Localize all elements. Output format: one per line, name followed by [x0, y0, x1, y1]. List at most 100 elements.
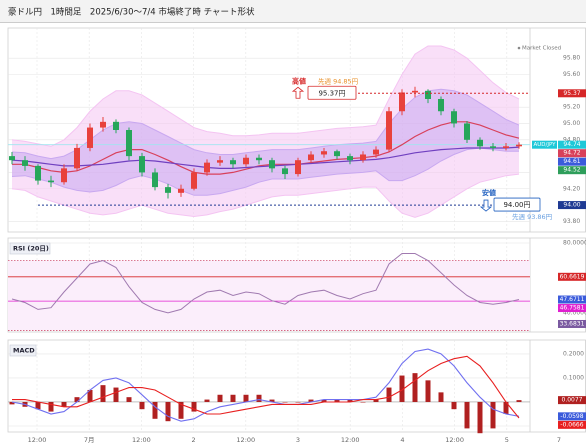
- candle-body: [22, 160, 28, 166]
- candle-body: [9, 156, 15, 161]
- axis-marker-label: -0.0598: [560, 413, 583, 420]
- histogram-bar: [100, 385, 106, 402]
- histogram-bar: [74, 397, 80, 402]
- high-box: [307, 85, 357, 100]
- high-arrow: [291, 86, 305, 99]
- x-tick-label: 3: [296, 436, 300, 444]
- histogram-bar: [165, 401, 171, 422]
- candle-body: [516, 144, 522, 147]
- histogram-bar: [425, 380, 431, 402]
- candle-body: [334, 151, 340, 157]
- moving-average: [11, 146, 520, 169]
- y-tick-label: 93.80: [563, 218, 580, 225]
- x-tick-label: 12:00: [341, 436, 360, 444]
- panel-title: RSI (20日): [13, 245, 49, 253]
- candle-body: [451, 111, 457, 124]
- axis-marker: [558, 396, 586, 405]
- high-label: 高値: [292, 76, 306, 85]
- low-price: 94.00円: [503, 201, 530, 209]
- histogram-bar: [464, 401, 470, 429]
- x-tick-label: 4: [400, 436, 404, 444]
- candle-body: [321, 151, 327, 155]
- histogram-bar: [269, 399, 275, 402]
- y-tick-label: 95.00: [563, 120, 580, 127]
- candle-body: [191, 172, 197, 189]
- x-tick-label: 12:00: [132, 436, 151, 444]
- x-tick-label: 12:00: [236, 436, 255, 444]
- candle-body: [217, 160, 223, 163]
- axis-marker-label: 47.6711: [560, 296, 585, 303]
- histogram-bar: [35, 401, 41, 410]
- histogram-bar: [152, 401, 158, 419]
- histogram-bar: [334, 399, 340, 402]
- candle-body: [139, 156, 145, 173]
- candle-body: [152, 172, 158, 188]
- histogram-bar: [204, 399, 210, 402]
- histogram-bar: [477, 401, 483, 434]
- axis-marker: [558, 319, 586, 328]
- candle-body: [425, 90, 431, 99]
- candle-body: [477, 139, 483, 147]
- symbol-tag: [532, 140, 557, 149]
- candle-body: [360, 154, 366, 161]
- candle-body: [399, 92, 405, 112]
- histogram-bar: [503, 401, 509, 414]
- axis-marker-label: -0.0666: [560, 421, 583, 428]
- axis-marker: [558, 412, 586, 421]
- axis-marker: [558, 149, 586, 158]
- band-lower: [11, 173, 520, 218]
- axis-marker-label: 94.52: [563, 167, 580, 174]
- candle-body: [113, 121, 119, 130]
- low-arrow: [479, 199, 493, 212]
- axis-marker: [558, 166, 586, 175]
- panel-title-box: [9, 242, 51, 255]
- x-tick-label: 7月: [84, 436, 95, 444]
- status: Market Closed: [522, 46, 561, 52]
- axis-marker: [558, 201, 586, 210]
- panel-title-box: [9, 344, 37, 357]
- y-tick-label: 95.60: [563, 71, 580, 78]
- candle-body: [386, 111, 392, 150]
- histogram-bar: [139, 401, 145, 410]
- histogram-bar: [230, 394, 236, 402]
- histogram-bar: [321, 399, 327, 402]
- candle-body: [269, 160, 275, 169]
- histogram-bar: [386, 387, 392, 402]
- y-tick-label: 94.20: [563, 185, 580, 192]
- candle-body: [165, 187, 171, 193]
- axis-marker-label: 46.7581: [560, 305, 585, 312]
- histogram-bar: [126, 397, 132, 402]
- histogram-bar: [516, 400, 522, 402]
- low-box: [493, 197, 541, 212]
- histogram-bar: [217, 394, 223, 402]
- candle-body: [87, 127, 93, 148]
- candle-body: [503, 146, 509, 148]
- candle-body: [61, 168, 67, 183]
- candle-body: [48, 180, 54, 183]
- candle-body: [100, 121, 106, 128]
- histogram-bar: [48, 401, 54, 412]
- axis-marker-label: 0.0077: [562, 397, 583, 404]
- y-tick-label: 0.1000: [563, 374, 584, 381]
- y-tick-label: 40.0000: [563, 309, 586, 316]
- histogram-bar: [282, 401, 288, 403]
- x-tick-label: 2: [192, 436, 196, 444]
- histogram-bar: [438, 392, 444, 402]
- histogram-bar: [308, 399, 314, 402]
- candle-body: [347, 156, 353, 161]
- candle-body: [412, 90, 418, 93]
- histogram-bar: [347, 399, 353, 402]
- low-previous: 先週 93.86円: [512, 212, 552, 221]
- axis-marker: [558, 140, 586, 149]
- macd-line: [11, 348, 520, 422]
- high-price: 95.37円: [318, 89, 345, 97]
- axis-marker-label: 95.37: [563, 90, 580, 97]
- axis-marker-label: 94.61: [563, 158, 580, 165]
- y-tick-label: 0.2000: [563, 350, 584, 357]
- candle-body: [295, 160, 301, 175]
- candle-body: [438, 98, 444, 112]
- band-upper: [11, 88, 520, 160]
- candle-body: [256, 157, 262, 161]
- histogram-bar: [87, 389, 93, 402]
